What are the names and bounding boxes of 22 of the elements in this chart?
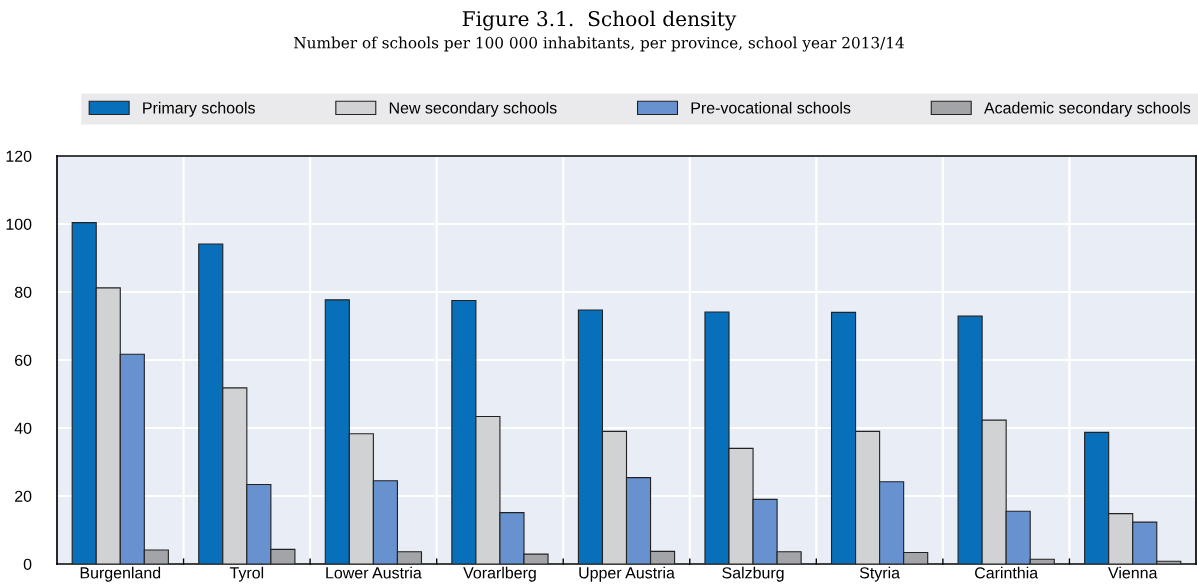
x-tick-label: Upper Austria (579, 566, 675, 582)
y-tick-label: 20 (15, 490, 32, 502)
legend-label: Primary schools (143, 101, 255, 117)
legend-label: New secondary schools (389, 101, 557, 117)
x-tick-label: Styria (859, 566, 901, 582)
y-tick-label: 80 (14, 286, 32, 298)
x-tick-label: Salzburg (722, 566, 784, 582)
legend-label: Pre-vocational schools (691, 101, 851, 114)
x-tick-label: Vienna (1108, 566, 1158, 579)
chart-title: Figure 3.1. School density (462, 10, 737, 31)
x-tick-label: Carinthia (975, 566, 1039, 579)
y-tick-label: 60 (15, 354, 32, 366)
y-tick-label: 40 (14, 422, 32, 434)
x-tick-label: Tyrol (229, 566, 264, 582)
legend-label: Academic secondary schools (984, 101, 1191, 117)
x-tick-label: Vorarlberg (463, 566, 536, 582)
y-tick-label: 100 (6, 218, 32, 230)
y-tick-label: 0 (23, 558, 32, 570)
x-tick-label: Burgenland (80, 566, 161, 582)
chart-subtitle: Number of schools per 100 000 inhabitants, per province, school year 2013/14 (294, 36, 904, 52)
x-tick-label: Lower Austria (326, 566, 422, 579)
y-tick-label: 120 (6, 150, 32, 162)
